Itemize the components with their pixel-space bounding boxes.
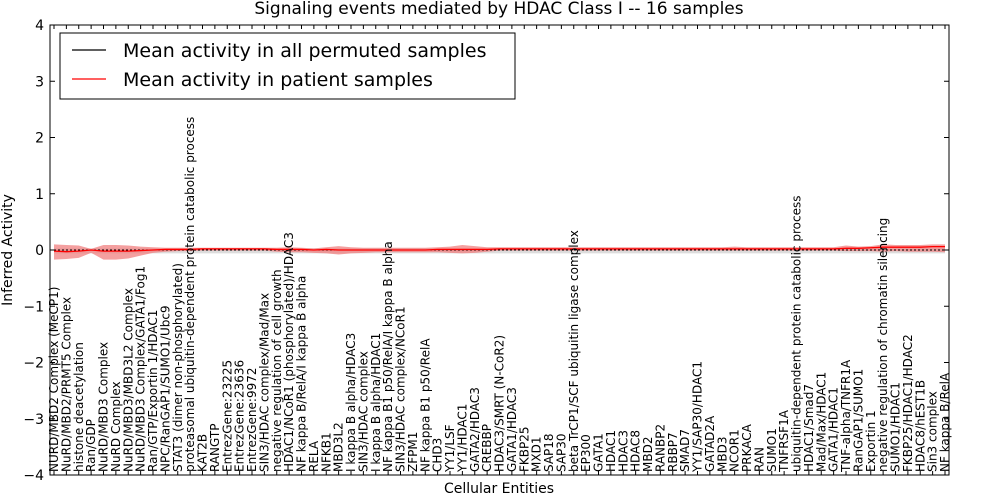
x-tick-label: histone deacetylation bbox=[72, 342, 86, 472]
x-tick-label: HDAC1/NCoR1 (phosphorylated)/HDAC3 bbox=[282, 232, 296, 472]
x-tick-label: GATAD2A bbox=[703, 415, 717, 472]
x-tick-label: STAT3 (dimer non-phosphorylated) bbox=[171, 263, 185, 472]
x-tick-label: SAP18 bbox=[542, 433, 556, 472]
x-tick-label: NuRD/MBD3 Complex bbox=[97, 342, 111, 472]
x-axis-label: Cellular Entities bbox=[444, 481, 554, 497]
x-tick-label: proteasomal ubiquitin-dependent protein … bbox=[183, 117, 197, 472]
x-tick-label: HDAC8 bbox=[629, 430, 643, 472]
x-tick-label: MXD1 bbox=[530, 437, 544, 472]
x-tick-label: GATA1/HDAC3 bbox=[505, 387, 519, 472]
x-tick-label: SIN3/HDAC complex/Mad/Max bbox=[257, 293, 271, 472]
x-tick-label: HDAC3 bbox=[616, 430, 630, 472]
x-tick-label: Ran/GDP bbox=[84, 419, 98, 472]
y-tick-label: 1 bbox=[35, 187, 44, 203]
x-tick-label: NURD/MBD2 Complex (MeCP1) bbox=[47, 287, 61, 472]
x-tick-label: ubiquitin-dependent protein catabolic pr… bbox=[790, 196, 804, 472]
legend-box bbox=[59, 32, 516, 100]
x-tick-label: beta TrCP1/SCF ubiquitin ligase complex bbox=[567, 230, 581, 472]
x-tick-label: MBD3L2 bbox=[332, 422, 346, 472]
y-tick-label: −1 bbox=[23, 299, 44, 315]
x-tick-label: Mad/Max/HDAC1 bbox=[814, 372, 828, 472]
x-tick-label: TNFRSF1A bbox=[777, 409, 791, 473]
x-tick-label: RELA bbox=[307, 440, 321, 472]
x-tick-label: NuRD/MBD3 Complex/GATA1/Fog1 bbox=[134, 266, 148, 472]
x-tick-label: FKBP25 bbox=[517, 426, 531, 472]
x-tick-label: RAN bbox=[752, 447, 766, 472]
x-tick-labels: NURD/MBD2 Complex (MeCP1)NuRD/MBD2/PRMT5… bbox=[47, 25, 952, 475]
y-tick-label: 0 bbox=[35, 243, 44, 259]
x-tick-label: GATA1/HDAC1 bbox=[827, 387, 841, 472]
x-tick-label: CHD3 bbox=[431, 438, 445, 472]
x-tick-label: EntrezGene:23225 bbox=[220, 360, 234, 472]
x-tick-label: TNF-alpha/TNFR1A bbox=[839, 359, 853, 473]
x-tick-label: Sin3 complex bbox=[926, 391, 940, 472]
x-tick-label: CREBBP bbox=[480, 424, 494, 472]
x-tick-label: FKBP25/HDAC1/HDAC2 bbox=[901, 334, 915, 472]
y-axis: −4 −3 −2 −1 0 1 2 3 4 bbox=[23, 18, 949, 484]
x-tick-label: YY1/SAP30/HDAC1 bbox=[691, 361, 705, 473]
patient-mean-line bbox=[53, 245, 945, 253]
x-tick-label: NuRD Complex bbox=[109, 381, 123, 472]
x-tick-label: RanGAP1/SUMO1 bbox=[851, 369, 865, 472]
y-tick-label: −2 bbox=[23, 356, 44, 372]
x-tick-label: EP300 bbox=[579, 434, 593, 472]
x-tick-label: negative regulation of chromatin silenci… bbox=[876, 218, 890, 472]
x-tick-label: SIN3/HDAC complex/NCoR1 bbox=[394, 306, 408, 472]
x-tick-label: SUMO1/HDAC1 bbox=[889, 382, 903, 472]
x-tick-label: YY1/HDAC1 bbox=[455, 404, 469, 473]
x-tick-label: I kappa B alpha/HDAC1 bbox=[369, 333, 383, 472]
x-tick-label: RBBP7 bbox=[666, 432, 680, 472]
x-tick-label: SMAD7 bbox=[678, 429, 692, 472]
x-tick-label: NF kappa B/RelA/I kappa B alpha bbox=[295, 276, 309, 472]
x-tick-label: negative regulation of cell growth bbox=[270, 269, 284, 472]
x-tick-label: PRKACA bbox=[740, 423, 754, 472]
x-tick-label: GATA1 bbox=[592, 433, 606, 472]
y-tick-label: −3 bbox=[23, 412, 44, 428]
x-tick-label: ZFPM1 bbox=[406, 432, 420, 472]
patient-band bbox=[54, 244, 945, 260]
chart-title: Signaling events mediated by HDAC Class … bbox=[254, 0, 743, 19]
x-tick-label: NuRD/MBD2/PRMT5 Complex bbox=[59, 297, 73, 472]
x-tick-label: KAT2B bbox=[196, 434, 210, 472]
x-tick-label: NPC/RanGAP1/SUMO1/Ubc9 bbox=[158, 305, 172, 472]
x-tick-label: NFKB1 bbox=[319, 432, 333, 472]
x-tick-label: HDAC3/SMRT (N-CoR2) bbox=[493, 335, 507, 472]
x-tick-label: Exportin 1 bbox=[864, 410, 878, 472]
y-tick-label: 2 bbox=[35, 131, 44, 147]
y-tick-label: −4 bbox=[23, 468, 44, 484]
x-tick-label: Ran/GTP/Exportin 1/HDAC1 bbox=[146, 310, 160, 472]
legend: Mean activity in all permuted samples Me… bbox=[59, 32, 516, 100]
x-tick-label: SIN3/HDAC complex bbox=[356, 351, 370, 472]
x-tick-label: NuRD/MBD3/MBD3L2 Complex bbox=[121, 288, 135, 472]
x-tick-label: EntrezGene:9972 bbox=[245, 368, 259, 473]
x-tick-label: EntrezGene:23636 bbox=[233, 360, 247, 472]
x-tick-label: NCOR1 bbox=[728, 429, 742, 472]
x-tick-label: YY1/LSF bbox=[443, 424, 457, 473]
x-tick-label: HDAC1 bbox=[604, 430, 618, 472]
x-tick-label: MBD3 bbox=[715, 437, 729, 472]
x-tick-label: NF kappa B1 p50/RelA/I kappa B alpha bbox=[381, 241, 395, 472]
lines bbox=[53, 245, 945, 253]
x-tick-label: NF kappa B/RelA bbox=[938, 372, 952, 472]
y-tick-label: 3 bbox=[35, 74, 44, 90]
x-tick-label: I kappa B alpha/HDAC3 bbox=[344, 333, 358, 472]
y-tick-label: 4 bbox=[35, 18, 44, 34]
y-axis-label: Inferred Activity bbox=[0, 194, 16, 306]
x-tick-label: HDAC8/hEST1B bbox=[913, 380, 927, 472]
x-tick-label: SAP30 bbox=[554, 433, 568, 472]
x-tick-label: SUMO1 bbox=[765, 428, 779, 472]
x-tick-label: RANBP2 bbox=[653, 424, 667, 472]
x-tick-label: MBD2 bbox=[641, 437, 655, 472]
legend-label-permuted: Mean activity in all permuted samples bbox=[123, 40, 486, 62]
x-tick-label: RANGTP bbox=[208, 424, 222, 472]
legend-label-patient: Mean activity in patient samples bbox=[123, 69, 433, 91]
x-tick-label: NF kappa B1 p50/RelA bbox=[418, 338, 432, 472]
x-tick-label: GATA2/HDAC3 bbox=[468, 387, 482, 472]
x-tick-label: HDAC1/Smad7 bbox=[802, 384, 816, 472]
